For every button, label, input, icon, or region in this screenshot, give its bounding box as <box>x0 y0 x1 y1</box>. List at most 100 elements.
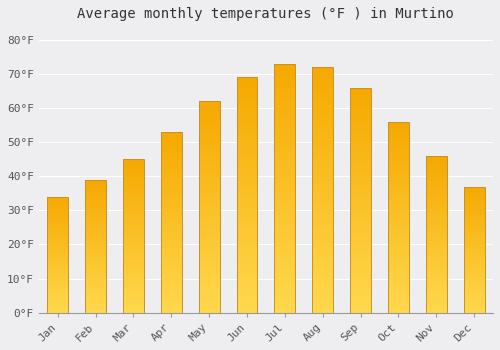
Bar <box>350 171 371 172</box>
Bar <box>312 255 333 256</box>
Bar <box>312 141 333 142</box>
Bar <box>274 218 295 219</box>
Bar <box>388 261 409 262</box>
Bar <box>236 138 258 139</box>
Bar <box>312 82 333 83</box>
Bar <box>312 295 333 297</box>
Bar <box>123 161 144 162</box>
Bar <box>236 257 258 259</box>
Bar <box>274 208 295 209</box>
Bar <box>350 170 371 171</box>
Bar <box>236 200 258 201</box>
Bar <box>85 194 106 195</box>
Bar <box>274 248 295 249</box>
Bar <box>388 130 409 131</box>
Bar <box>236 281 258 282</box>
Bar <box>198 274 220 275</box>
Bar <box>123 265 144 266</box>
Bar <box>48 288 68 289</box>
Bar <box>85 251 106 252</box>
Bar <box>274 238 295 239</box>
Bar <box>85 237 106 238</box>
Bar <box>312 155 333 157</box>
Bar <box>161 204 182 205</box>
Bar <box>48 310 68 311</box>
Bar <box>161 280 182 281</box>
Bar <box>312 136 333 137</box>
Bar <box>85 309 106 310</box>
Bar <box>85 203 106 204</box>
Bar <box>312 170 333 172</box>
Bar <box>426 254 446 256</box>
Bar <box>85 306 106 307</box>
Bar <box>388 170 409 172</box>
Bar <box>161 311 182 312</box>
Bar <box>85 257 106 258</box>
Bar <box>388 199 409 200</box>
Bar <box>123 292 144 293</box>
Bar <box>123 181 144 182</box>
Bar <box>464 280 484 281</box>
Bar <box>312 297 333 298</box>
Bar <box>426 246 446 247</box>
Bar <box>350 172 371 173</box>
Bar <box>274 232 295 233</box>
Bar <box>123 293 144 294</box>
Bar <box>48 291 68 292</box>
Bar <box>388 299 409 300</box>
Bar <box>350 113 371 115</box>
Bar <box>388 278 409 279</box>
Bar <box>123 164 144 165</box>
Bar <box>312 67 333 313</box>
Bar <box>123 273 144 274</box>
Bar <box>48 246 68 247</box>
Bar <box>123 160 144 161</box>
Bar <box>350 175 371 176</box>
Bar <box>85 261 106 262</box>
Bar <box>350 181 371 182</box>
Bar <box>236 270 258 272</box>
Bar <box>426 232 446 233</box>
Bar <box>350 229 371 231</box>
Bar <box>388 274 409 275</box>
Bar <box>161 153 182 154</box>
Bar <box>350 272 371 273</box>
Bar <box>350 290 371 291</box>
Bar <box>312 73 333 75</box>
Bar <box>388 283 409 284</box>
Bar <box>274 197 295 198</box>
Bar <box>464 283 484 284</box>
Bar <box>161 267 182 268</box>
Bar <box>274 247 295 248</box>
Bar <box>198 303 220 304</box>
Bar <box>161 295 182 296</box>
Bar <box>464 251 484 252</box>
Bar <box>161 243 182 244</box>
Bar <box>198 207 220 208</box>
Bar <box>236 272 258 273</box>
Bar <box>350 174 371 175</box>
Bar <box>312 247 333 249</box>
Bar <box>426 310 446 311</box>
Bar <box>350 295 371 296</box>
Bar <box>426 199 446 200</box>
Bar <box>350 158 371 159</box>
Bar <box>236 207 258 208</box>
Bar <box>464 198 484 199</box>
Bar <box>350 127 371 128</box>
Bar <box>161 168 182 169</box>
Bar <box>350 198 371 199</box>
Bar <box>350 106 371 107</box>
Bar <box>274 128 295 130</box>
Bar <box>388 262 409 263</box>
Bar <box>85 180 106 181</box>
Bar <box>388 228 409 229</box>
Bar <box>236 296 258 297</box>
Bar <box>350 216 371 217</box>
Bar <box>123 229 144 230</box>
Bar <box>464 311 484 312</box>
Bar <box>161 183 182 184</box>
Bar <box>274 188 295 189</box>
Bar <box>312 261 333 262</box>
Bar <box>274 64 295 313</box>
